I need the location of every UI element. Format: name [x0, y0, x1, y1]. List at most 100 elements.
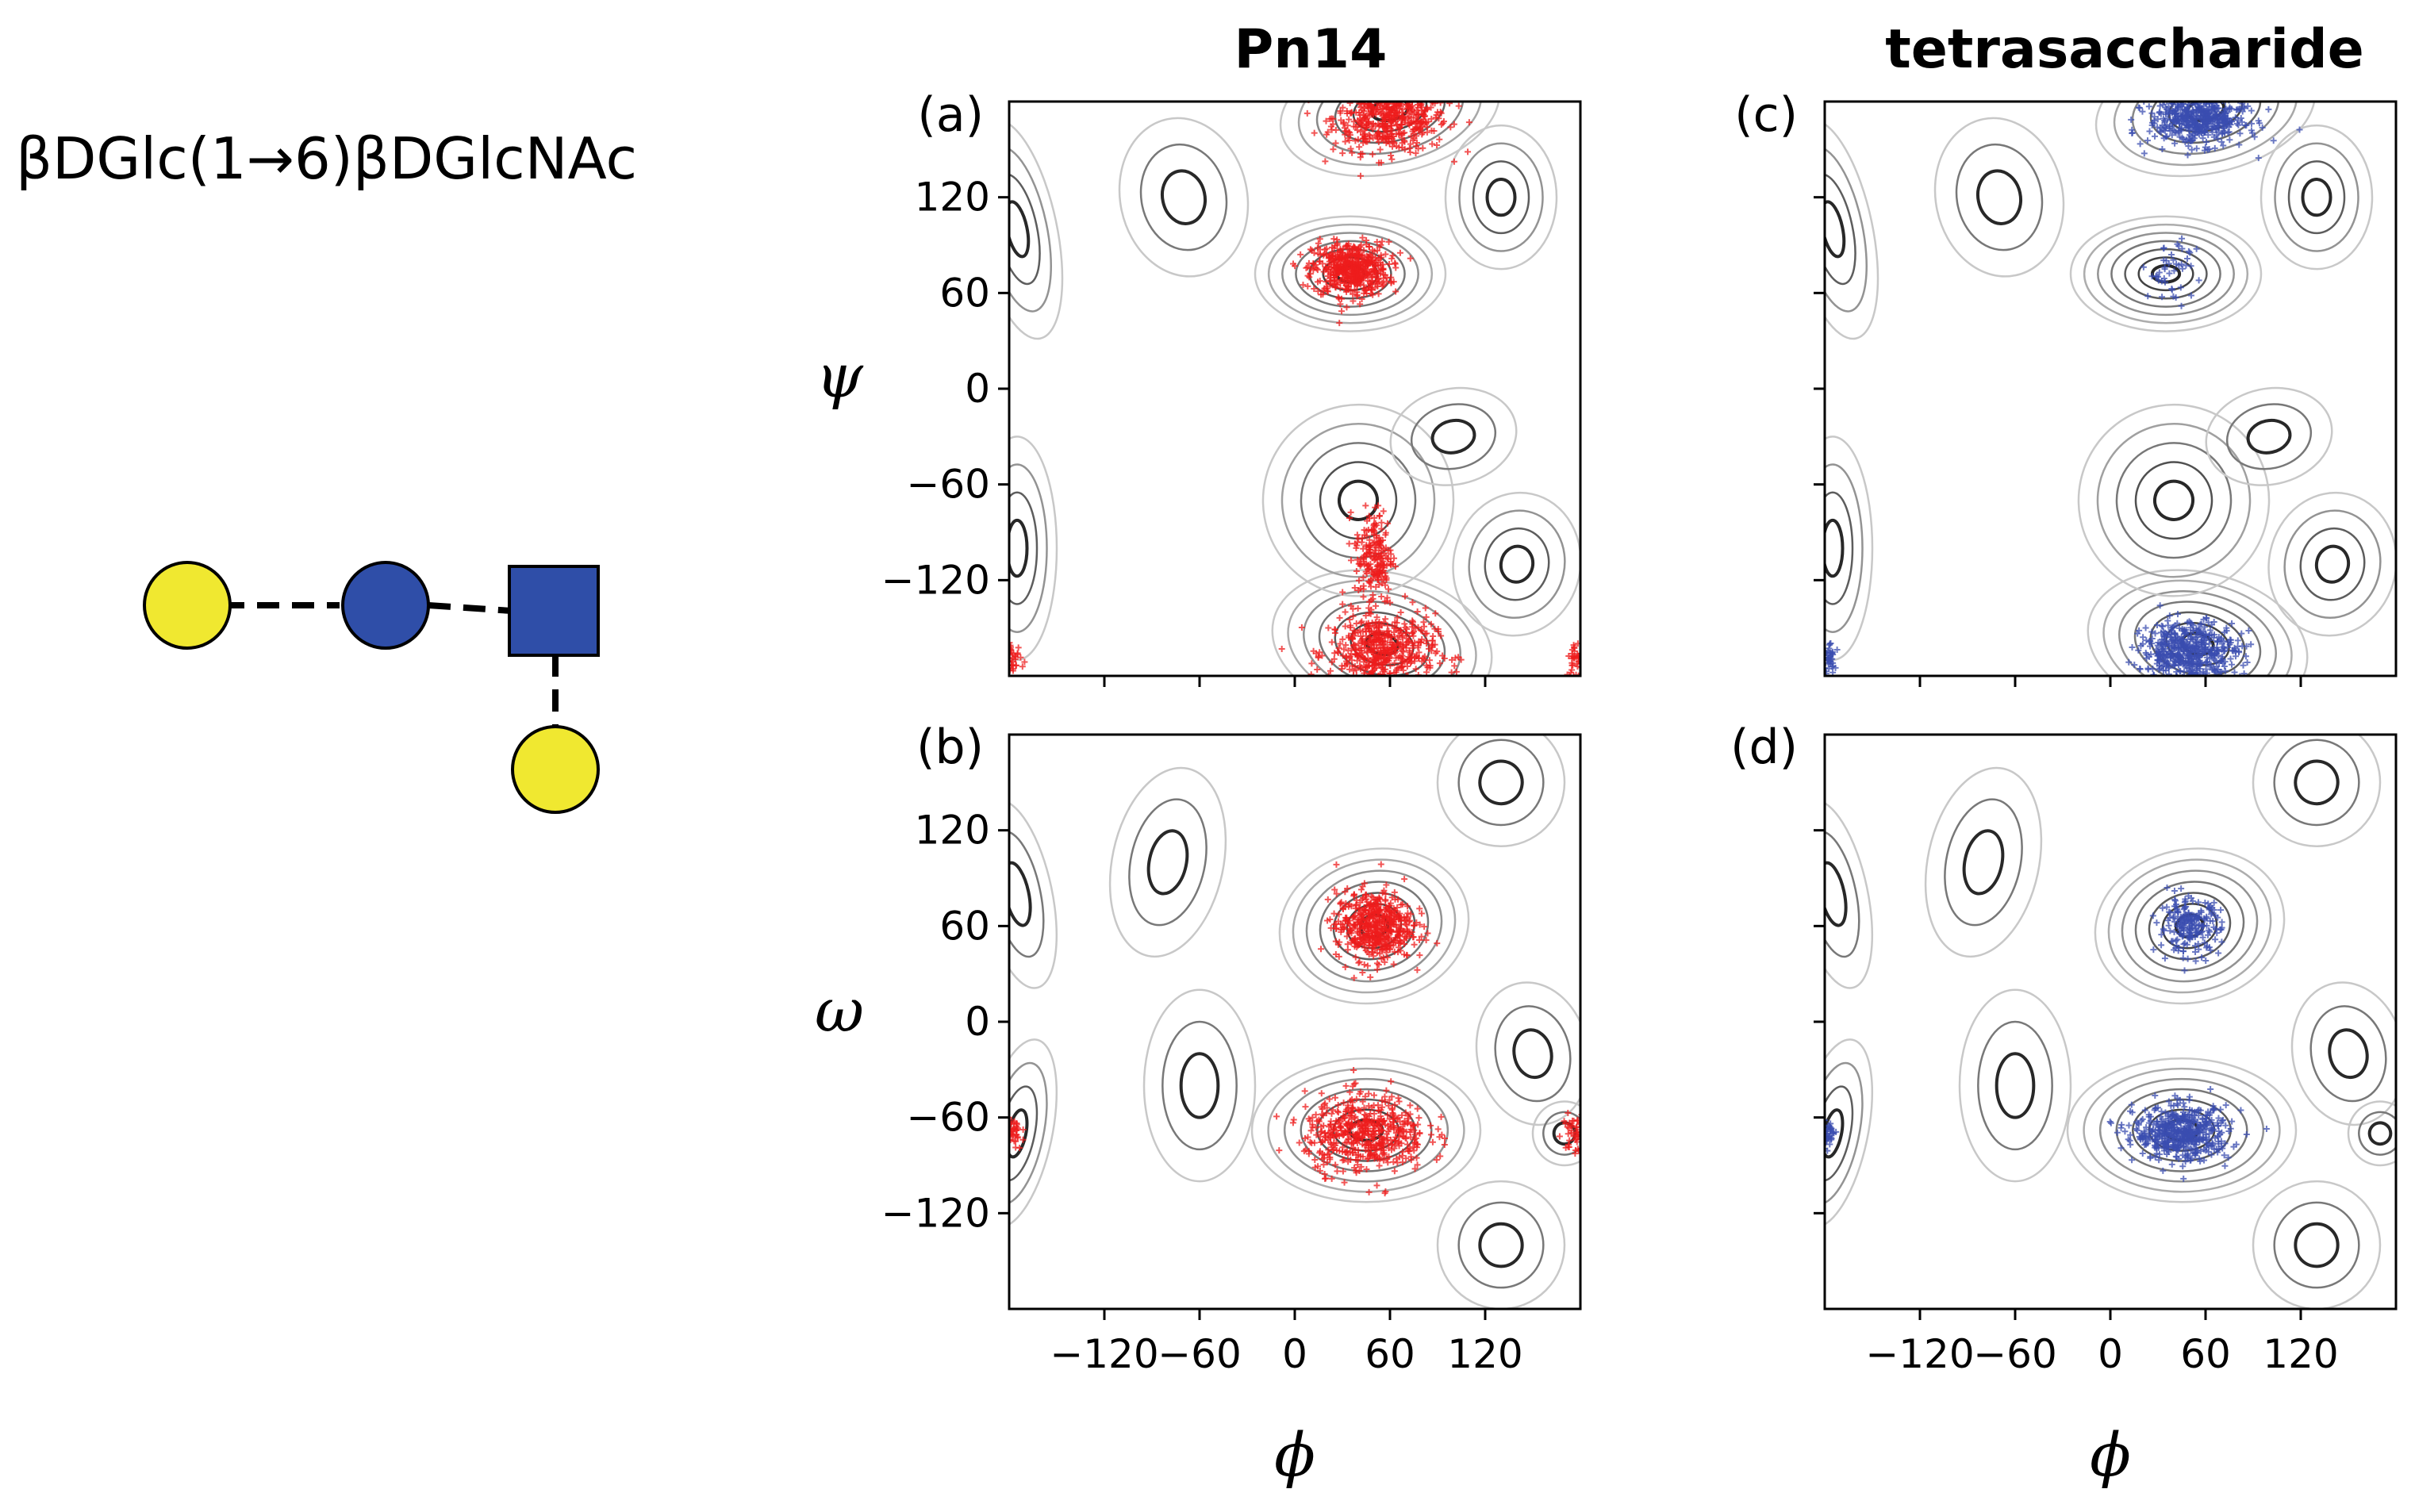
scatter-point — [1392, 92, 1399, 98]
contour-line — [1337, 479, 1380, 521]
scatter-point — [1357, 262, 1365, 269]
scatter-point — [2240, 104, 2248, 111]
scatter-point — [2167, 633, 2174, 640]
scatter-point — [1375, 1107, 1382, 1115]
scatter-point — [2179, 106, 2186, 113]
scatter-point — [1332, 1161, 1339, 1169]
scatter-point — [1380, 659, 1388, 666]
scatter-point — [2196, 646, 2203, 653]
scatter-point — [1353, 532, 1361, 539]
scatter-point — [1323, 131, 1330, 138]
scatter-point — [1339, 264, 1346, 271]
scatter-point — [2185, 681, 2191, 688]
scatter-point — [1352, 261, 1358, 268]
scatter-point — [2191, 694, 2198, 700]
contour-line — [1146, 829, 1189, 896]
scatter-point — [1334, 918, 1342, 925]
scatter-point — [2168, 102, 2175, 106]
contour-line — [1962, 829, 2005, 896]
scatter-point — [1382, 896, 1389, 904]
scatter-point — [1369, 934, 1376, 941]
scatter-point — [1415, 1121, 1422, 1128]
scatter-point — [1355, 121, 1362, 129]
scatter-point — [1408, 624, 1415, 631]
scatter-point — [1371, 1117, 1378, 1124]
scatter-point — [1436, 660, 1443, 667]
scatter-point — [1389, 696, 1396, 702]
scatter-point — [2168, 644, 2175, 651]
scatter-point — [1381, 581, 1388, 589]
scatter-point — [1318, 291, 1325, 298]
scatter-point — [1364, 259, 1371, 267]
scatter-point — [1379, 238, 1386, 245]
scatter-point — [1446, 102, 1453, 107]
scatter-point — [1363, 648, 1370, 655]
scatter-point — [2177, 284, 2184, 291]
scatter-point — [1344, 941, 1351, 948]
scatter-point — [2200, 616, 2207, 623]
scatter-point — [1343, 677, 1350, 683]
scatter-point — [1317, 1129, 1324, 1136]
scatter-point — [1278, 646, 1285, 653]
scatter-point — [2187, 927, 2194, 934]
contour-line — [1300, 442, 1417, 559]
scatter-point — [2181, 899, 2188, 906]
scatter-point — [2218, 130, 2225, 137]
scatter-point — [2160, 667, 2167, 674]
scatter-point — [2215, 1115, 2222, 1122]
scatter-point — [1355, 535, 1362, 542]
scatter-point — [2207, 93, 2213, 99]
scatter-point — [1423, 669, 1430, 676]
scatter-point — [1403, 662, 1411, 670]
scatter-point — [1342, 642, 1350, 649]
scatter-point — [1399, 658, 1406, 665]
scatter-point — [2156, 109, 2164, 116]
contour-line — [2134, 881, 2245, 972]
contour-line — [2347, 1100, 2396, 1167]
scatter-point — [2194, 86, 2201, 93]
scatter-point — [2206, 684, 2212, 690]
scatter-point — [1365, 131, 1373, 138]
scatter-point — [2221, 119, 2228, 126]
scatter-point — [2153, 622, 2160, 629]
scatter-point — [2171, 622, 2179, 629]
contour-line — [1825, 491, 1854, 605]
scatter-point — [1414, 1105, 1421, 1112]
scatter-point — [1384, 92, 1390, 98]
scatter-point — [1395, 896, 1402, 903]
scatter-point — [1327, 924, 1334, 931]
contour-line — [1009, 146, 1052, 313]
scatter-point — [1342, 1149, 1350, 1156]
contour-line — [2358, 1111, 2396, 1156]
scatter-point — [2177, 1138, 2184, 1145]
scatter-point — [1423, 106, 1430, 113]
scatter-point — [2155, 685, 2161, 691]
glucose-residue-2 — [341, 561, 430, 650]
scatter-point — [1413, 1144, 1420, 1151]
scatter-point — [1385, 1102, 1392, 1109]
scatter-point — [2218, 138, 2225, 145]
x-tick-label: 0 — [1282, 1331, 1307, 1377]
scatter-point — [1390, 138, 1397, 145]
scatter-point — [1344, 885, 1351, 892]
scatter-point — [2210, 122, 2217, 129]
contour-line — [1444, 124, 1558, 271]
scatter-point — [1310, 260, 1317, 267]
scatter-point — [2184, 1154, 2191, 1161]
scatter-point — [2202, 900, 2209, 907]
scatter-point — [2206, 115, 2213, 122]
scatter-point — [1361, 961, 1368, 968]
scatter-point — [1401, 1117, 1408, 1124]
scatter-point — [1391, 650, 1398, 657]
scatter-point — [1407, 255, 1414, 262]
scatter-point — [1373, 1146, 1380, 1153]
scatter-point — [1393, 666, 1400, 673]
scatter-point — [2168, 1161, 2175, 1168]
scatter-point — [1376, 244, 1383, 251]
contour-line — [1271, 569, 1493, 676]
scatter-point — [2131, 662, 2138, 669]
scatter-point — [2166, 915, 2173, 922]
scatter-point — [2213, 679, 2220, 685]
scatter-point — [2195, 277, 2202, 284]
